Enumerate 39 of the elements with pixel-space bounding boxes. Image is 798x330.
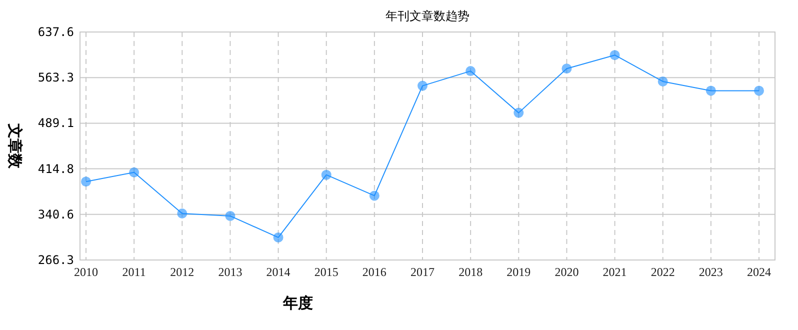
x-tick-label: 2012 [170,265,194,279]
point [706,86,716,96]
y-tick-label: 637.6 [38,25,74,39]
y-tick-label: 414.8 [38,162,74,176]
x-tick-label: 2021 [602,265,627,279]
x-tick-label: 2016 [362,265,386,279]
y-tick-label: 563.3 [38,70,74,85]
y-axis-title: 文章数 [6,122,24,170]
point [225,210,236,221]
point [418,80,428,91]
x-tick-label: 2014 [266,265,290,279]
x-tick-label: 2011 [122,265,146,279]
point [369,190,380,201]
point [754,86,764,96]
y-tick-label: 340.6 [38,207,74,222]
point [610,50,620,60]
x-tick-label: 2013 [218,265,242,279]
point [562,64,572,74]
point [273,232,284,242]
y-tick-label: 266.3 [38,253,74,267]
x-tick-label: 2020 [554,265,579,279]
chart-title: 年刊文章数趋势 [386,9,470,23]
point [466,66,476,76]
x-axis-title: 年度 [282,294,313,312]
x-tick-label: 2019 [506,265,531,279]
x-tick-label: 2024 [747,265,771,279]
point [658,76,668,86]
x-tick-label: 2015 [314,265,338,279]
x-tick-label: 2010 [74,265,98,279]
point [321,170,332,180]
point [81,176,91,187]
x-tick-label: 2017 [410,265,434,279]
y-tick-label: 489.1 [38,116,74,130]
x-tick-label: 2018 [458,265,483,279]
point [177,208,188,219]
point [514,108,524,118]
x-tick-label: 2023 [698,265,723,279]
x-tick-label: 2022 [650,265,675,279]
point [129,167,140,178]
